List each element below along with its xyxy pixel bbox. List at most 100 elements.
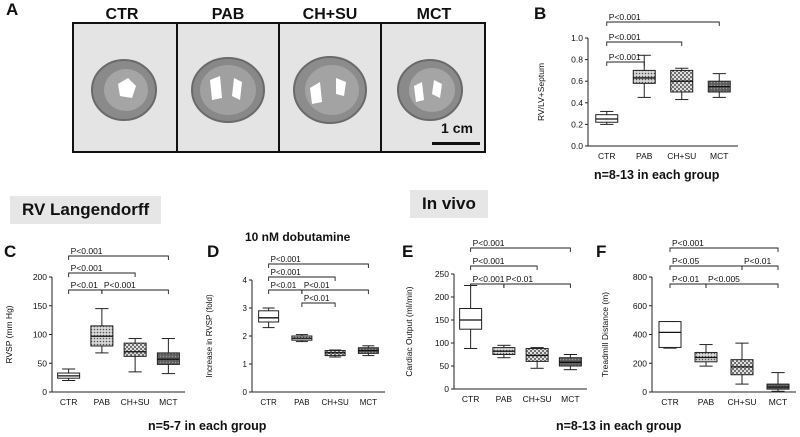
box-ctr xyxy=(57,368,81,381)
y-tick-label: 0.6 xyxy=(571,76,583,86)
significance-bracket: P<0.001 xyxy=(606,52,645,66)
x-tick-label: PAB xyxy=(496,394,513,404)
x-tick-label: CTR xyxy=(60,397,77,407)
bracket-line xyxy=(606,21,720,26)
box-mct xyxy=(156,338,180,375)
bracket-line xyxy=(268,276,336,281)
box-pab xyxy=(632,54,656,98)
box-chsu xyxy=(123,338,147,373)
bracket-label: P<0.01 xyxy=(271,281,297,290)
bracket-line xyxy=(669,283,707,288)
significance-bracket: P<0.001 xyxy=(68,246,169,260)
x-tick-label: CTR xyxy=(260,398,277,407)
section-header-in-vivo: In vivo xyxy=(410,190,488,218)
bracket-line xyxy=(101,289,169,294)
bracket-label: P<0.001 xyxy=(71,246,103,256)
box-mct xyxy=(766,372,790,392)
y-tick-label: 100 xyxy=(435,338,449,348)
bracket-line xyxy=(268,263,369,268)
box-iqr xyxy=(658,321,682,348)
box-mct xyxy=(558,354,582,371)
y-tick-label: 200 xyxy=(435,292,449,302)
photo-label-ch-su: CH+SU xyxy=(302,6,358,23)
x-tick-label: PAB xyxy=(636,151,653,161)
bracket-line xyxy=(741,265,779,270)
y-tick-label: 150 xyxy=(435,315,449,325)
y-tick-label: 0.8 xyxy=(571,55,583,65)
significance-bracket: P<0.001 xyxy=(669,238,779,252)
box-chsu xyxy=(324,349,346,358)
photo-ctr xyxy=(72,22,178,153)
bracket-label: P<0.01 xyxy=(506,274,533,284)
photo-ch-su xyxy=(278,22,382,153)
y-axis-label: RVSP (mm Hg) xyxy=(4,305,14,363)
note-panel-b-n: n=8-13 in each group xyxy=(594,168,720,182)
section-header-langendorff: RV Langendorff xyxy=(10,196,162,224)
bracket-line xyxy=(301,289,369,294)
box-chsu xyxy=(730,342,754,385)
box-iqr xyxy=(632,69,656,84)
note-panel-ef-n: n=8-13 in each group xyxy=(556,419,682,433)
y-tick-label: 250 xyxy=(435,269,449,279)
x-tick-label: PAB xyxy=(294,398,309,407)
x-tick-label: PAB xyxy=(698,397,715,407)
box-mct xyxy=(707,73,731,98)
y-tick-label: 0.4 xyxy=(571,98,583,108)
significance-bracket: P<0.001 xyxy=(606,12,720,26)
bracket-label: P<0.05 xyxy=(672,256,699,266)
y-tick-label: 150 xyxy=(33,301,47,311)
box-ctr xyxy=(658,321,682,349)
box-pab xyxy=(90,308,114,354)
photo-mct xyxy=(380,22,486,153)
significance-bracket: P<0.001 xyxy=(470,238,571,252)
y-tick-label: 200 xyxy=(633,358,647,368)
panel-letter-b: B xyxy=(534,4,547,23)
y-tick-label: 800 xyxy=(633,272,647,282)
x-tick-label: MCT xyxy=(561,394,579,404)
photo-label-mct: MCT xyxy=(416,6,452,23)
x-tick-label: CH+SU xyxy=(667,151,696,161)
bracket-label: P<0.001 xyxy=(473,238,505,248)
significance-bracket: P<0.05 xyxy=(669,256,743,270)
bracket-label: P<0.001 xyxy=(609,32,641,42)
y-tick-label: 200 xyxy=(33,272,47,282)
note-panel-cd-n: n=5-7 in each group xyxy=(148,419,267,433)
x-tick-label: CH+SU xyxy=(523,394,552,404)
heart-section-ctr-image xyxy=(91,59,157,121)
significance-bracket: P<0.01 xyxy=(68,280,103,294)
box-iqr xyxy=(459,308,483,330)
bracket-line xyxy=(470,265,538,270)
x-tick-label: CH+SU xyxy=(727,397,756,407)
significance-bracket: P<0.01 xyxy=(503,274,571,288)
bracket-line xyxy=(68,272,136,277)
scale-bar-label: 1 cm xyxy=(441,120,473,136)
bracket-label: P<0.01 xyxy=(672,274,699,284)
y-tick-label: 600 xyxy=(633,301,647,311)
heart-section-mct-image xyxy=(397,59,463,121)
x-tick-label: CTR xyxy=(462,394,479,404)
significance-bracket: P<0.01 xyxy=(741,256,779,270)
significance-bracket: P<0.001 xyxy=(268,255,369,268)
chart-e-cardiac-output: 0 50 100 150 200 250 Cardiac Output (ml/min) CT… xyxy=(404,238,587,404)
y-axis-label: RV/LV+Septum xyxy=(536,63,546,121)
y-tick-label: 0 xyxy=(42,387,47,397)
bracket-line xyxy=(606,61,645,66)
panel-letter-f: F xyxy=(596,242,607,261)
panel-letter-d: D xyxy=(207,242,220,261)
bracket-label: P<0.01 xyxy=(71,280,98,290)
y-tick-label: 50 xyxy=(38,358,48,368)
significance-bracket: P<0.01 xyxy=(301,281,369,294)
bracket-label: P<0.01 xyxy=(304,294,330,303)
significance-bracket: P<0.001 xyxy=(470,256,538,270)
x-tick-label: PAB xyxy=(94,397,111,407)
bracket-line xyxy=(503,283,571,288)
x-tick-label: CH+SU xyxy=(321,398,349,407)
bracket-label: P<0.005 xyxy=(708,274,740,284)
box-pab xyxy=(291,334,313,343)
box-ctr xyxy=(595,110,619,125)
y-tick-label: 0 xyxy=(444,384,449,394)
panel-letter-a: A xyxy=(6,0,19,19)
bracket-label: P<0.01 xyxy=(304,281,330,290)
significance-bracket: P<0.005 xyxy=(705,274,779,288)
bracket-line xyxy=(669,265,743,270)
